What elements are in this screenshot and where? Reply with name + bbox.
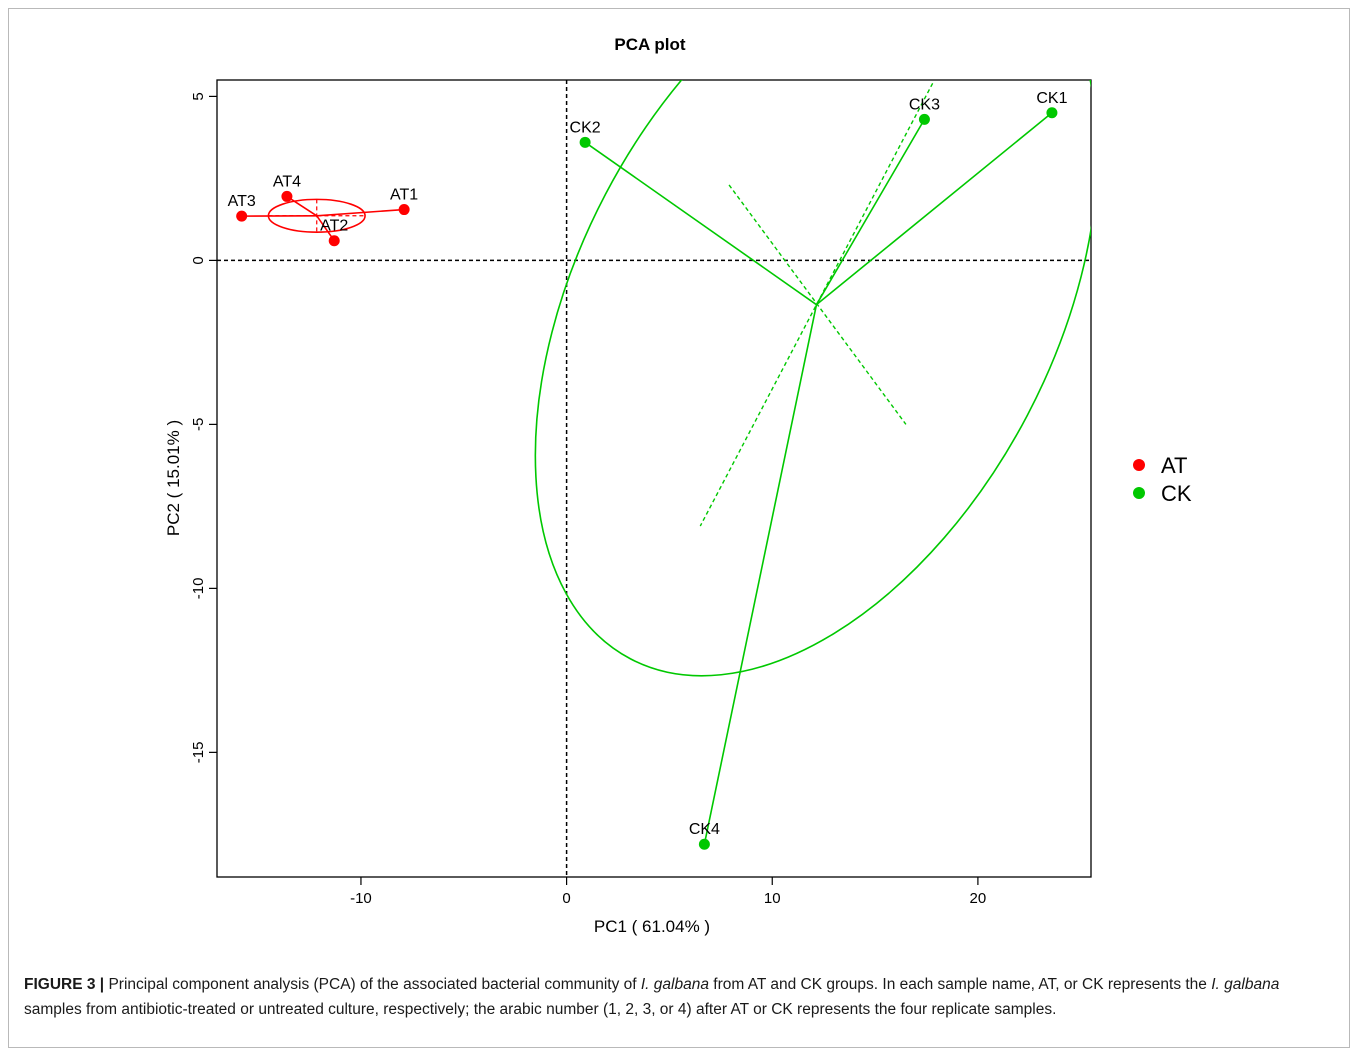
point-label-ck3: CK3 <box>909 96 940 113</box>
point-label-ck2: CK2 <box>570 119 601 136</box>
caption-figure-label: FIGURE 3 | <box>24 976 105 993</box>
confidence-ellipse-ck <box>534 80 1091 677</box>
y-tick-label: -10 <box>190 578 207 600</box>
figure-frame <box>8 8 1350 1048</box>
ellipse-major-axis-ck <box>699 82 934 527</box>
caption-text-1: Principal component analysis (PCA) of th… <box>104 976 641 993</box>
data-point-at3 <box>236 210 248 222</box>
legend-marker-ck <box>1133 487 1145 499</box>
point-label-ck4: CK4 <box>689 821 720 838</box>
legend-label-ck: CK <box>1161 481 1192 506</box>
plot-area-border <box>216 79 1092 878</box>
point-label-at4: AT4 <box>273 173 301 190</box>
y-tick-label: -5 <box>190 418 207 431</box>
chart-title: PCA plot <box>614 35 685 54</box>
spoke-at4 <box>286 195 318 217</box>
ellipse-group-ck <box>534 80 1091 677</box>
caption-text-2: from AT and CK groups. In each sample na… <box>708 976 1212 993</box>
spoke-ck2 <box>584 141 817 306</box>
point-label-at3: AT3 <box>228 193 256 210</box>
caption-text-3: samples from antibiotic-treated or untre… <box>24 1001 1057 1018</box>
caption-species-1: I. galbana <box>640 976 709 993</box>
data-point-at4 <box>281 190 293 202</box>
data-point-at2 <box>328 235 340 247</box>
x-tick-label: 20 <box>970 890 987 907</box>
data-point-at1 <box>398 204 410 216</box>
y-tick-label: 5 <box>190 92 207 100</box>
point-label-ck1: CK1 <box>1036 90 1067 107</box>
y-axis-label: PC2 ( 15.01% ) <box>164 420 183 536</box>
legend-label-at: AT <box>1161 453 1187 478</box>
legend-marker-at <box>1133 459 1145 471</box>
legend: AT CK <box>1133 453 1192 506</box>
data-point-ck1 <box>1046 107 1058 119</box>
x-tick-label: 0 <box>562 890 570 907</box>
y-tick-label: 0 <box>190 256 207 264</box>
pca-chart: PCA plot -10 0 10 20 5 0 -5 -10 -15 AT1 AT2 AT3 AT4 C… <box>164 35 1192 936</box>
spoke-ck4 <box>703 304 818 845</box>
x-tick-label: 10 <box>764 890 781 907</box>
caption-species-2: I. galbana <box>1211 976 1280 993</box>
data-point-ck3 <box>918 113 930 125</box>
y-tick-label: -15 <box>190 742 207 764</box>
point-label-at1: AT1 <box>390 187 418 204</box>
data-point-ck2 <box>579 136 591 148</box>
point-label-at2: AT2 <box>320 218 348 235</box>
x-tick-label: -10 <box>350 890 372 907</box>
figure-caption: FIGURE 3 | Principal component analysis … <box>24 972 1324 1022</box>
spoke-ck1 <box>815 112 1053 306</box>
spoke-ck3 <box>815 118 926 306</box>
x-axis-label: PC1 ( 61.04% ) <box>594 917 710 936</box>
data-point-ck4 <box>698 838 710 850</box>
spoke-at1 <box>316 208 405 217</box>
